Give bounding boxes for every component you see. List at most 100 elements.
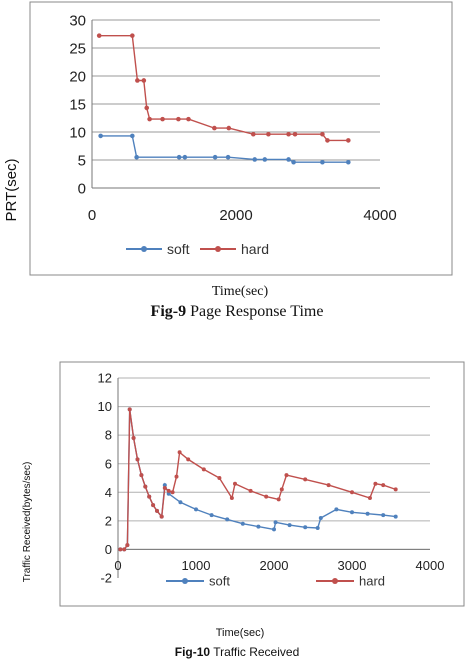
data-point-hard — [144, 105, 150, 111]
data-point-soft — [225, 154, 231, 160]
data-point-hard — [320, 131, 325, 137]
data-point-hard — [350, 490, 354, 495]
y-tick-label: 12 — [98, 371, 112, 386]
data-point-soft — [334, 507, 339, 512]
data-point-hard — [284, 473, 289, 478]
data-point-soft — [315, 526, 320, 530]
y-tick-label: 8 — [105, 428, 112, 443]
data-point-hard — [130, 33, 135, 38]
legend-label-hard: hard — [359, 574, 385, 589]
data-point-hard — [292, 131, 298, 137]
data-point-hard — [250, 131, 256, 137]
data-point-hard — [186, 457, 191, 462]
data-point-hard — [226, 125, 232, 131]
data-point-soft — [262, 157, 268, 162]
x-tick-label: 2000 — [260, 558, 289, 573]
data-point-hard — [160, 116, 165, 122]
data-point-soft — [256, 524, 261, 529]
data-point-hard — [367, 496, 372, 500]
data-point-soft — [381, 513, 386, 518]
data-point-hard — [141, 78, 147, 83]
x-tick-label: 3000 — [338, 558, 367, 573]
chart-frame — [29, 1, 453, 276]
data-point-soft — [194, 507, 198, 512]
data-point-hard — [147, 494, 152, 499]
data-point-soft — [320, 159, 325, 165]
data-point-soft — [303, 525, 308, 530]
data-point-hard — [151, 503, 156, 508]
data-point-hard — [266, 131, 271, 137]
series-line-hard — [120, 409, 396, 551]
data-point-hard — [326, 483, 331, 488]
y-tick-label: 10 — [69, 124, 86, 141]
data-point-soft — [209, 513, 214, 518]
data-point-soft — [130, 133, 135, 139]
data-point-hard — [276, 497, 281, 502]
caption-text: Page Response Time — [186, 303, 324, 320]
y-tick-label: 4 — [105, 485, 112, 500]
data-point-hard — [131, 436, 136, 440]
data-point-hard — [325, 138, 330, 143]
x-tick-label: 4000 — [363, 207, 396, 224]
data-point-hard — [96, 33, 102, 38]
data-point-soft — [182, 154, 188, 160]
data-point-hard — [147, 116, 152, 122]
caption-text: Traffic Received — [210, 645, 300, 659]
y-tick-label: 0 — [78, 180, 86, 197]
y-tick-label: 5 — [78, 152, 86, 169]
data-point-hard — [122, 547, 127, 552]
x-axis-label: Time(sec) — [212, 284, 269, 299]
y-tick-label: 20 — [69, 68, 86, 85]
figure-caption-fig9: Fig-9 Page Response Time — [0, 303, 474, 321]
data-point-hard — [286, 131, 291, 137]
data-point-hard — [135, 78, 140, 83]
y-tick-label: 25 — [69, 40, 86, 57]
caption-number: Fig-9 — [150, 303, 187, 320]
data-point-soft — [212, 154, 218, 160]
x-tick-label: 0 — [114, 558, 121, 573]
data-point-hard — [381, 483, 386, 488]
data-point-soft — [240, 521, 245, 526]
data-point-soft — [346, 159, 351, 165]
caption-number: Fig-10 — [174, 645, 211, 659]
x-tick-label: 0 — [88, 207, 96, 224]
legend-label-soft: soft — [209, 574, 230, 589]
data-point-hard — [118, 547, 123, 552]
data-point-soft — [166, 491, 171, 496]
data-point-soft — [318, 516, 323, 520]
data-point-hard — [279, 487, 284, 492]
y-tick-label: 2 — [105, 513, 112, 528]
data-point-hard — [217, 476, 222, 480]
data-point-hard — [174, 474, 179, 479]
data-point-hard — [127, 407, 132, 412]
legend-marker-soft — [141, 246, 147, 252]
data-point-soft — [225, 517, 230, 522]
data-point-hard — [176, 116, 181, 122]
data-point-soft — [350, 510, 354, 515]
legend-label-soft: soft — [167, 241, 190, 257]
data-point-hard — [264, 494, 269, 499]
legend-marker-hard — [215, 246, 221, 252]
data-point-soft — [162, 483, 167, 488]
data-point-hard — [303, 477, 308, 482]
data-point-soft — [287, 523, 292, 528]
data-point-soft — [286, 157, 291, 162]
data-point-hard — [139, 473, 144, 478]
y-tick-label: 30 — [69, 12, 86, 29]
data-point-hard — [233, 481, 237, 486]
x-axis-label: Time(sec) — [216, 627, 264, 639]
data-point-soft — [365, 511, 370, 516]
x-tick-label: 1000 — [182, 558, 211, 573]
data-point-hard — [393, 487, 398, 492]
data-point-hard — [212, 125, 217, 131]
data-point-soft — [178, 500, 183, 505]
data-point-hard — [373, 481, 378, 486]
data-point-soft — [98, 133, 103, 139]
figure-caption-fig10: Fig-10 Traffic Received — [0, 645, 474, 659]
data-point-soft — [134, 154, 139, 160]
legend-marker-hard — [332, 578, 338, 584]
data-point-hard — [346, 138, 351, 143]
data-point-hard — [125, 543, 130, 548]
